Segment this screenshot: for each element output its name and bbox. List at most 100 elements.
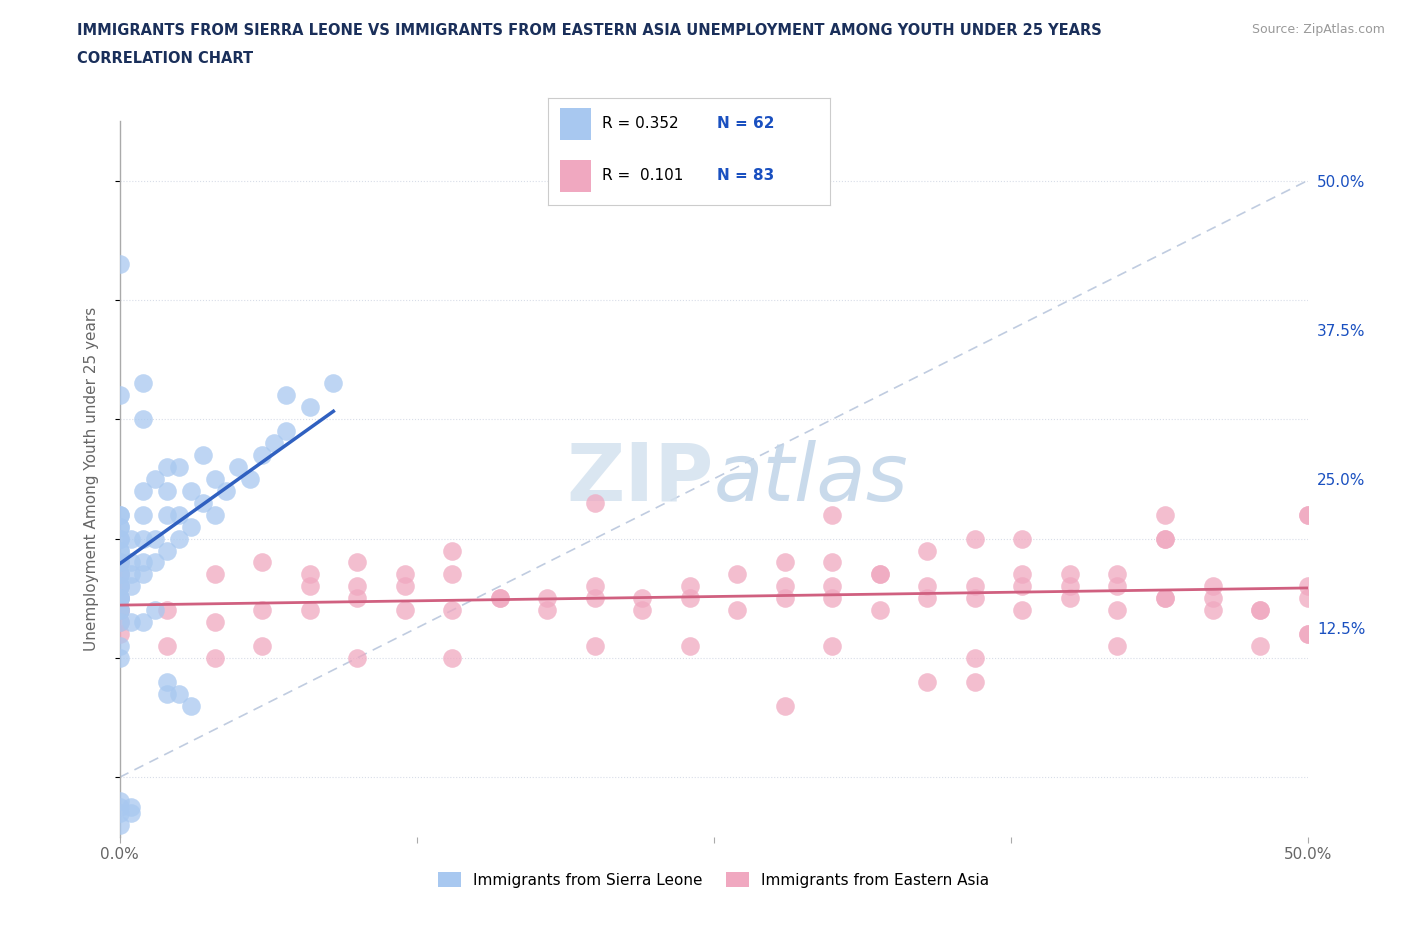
Point xyxy=(204,508,226,523)
Point xyxy=(228,459,250,474)
Point xyxy=(1201,603,1223,618)
Point xyxy=(274,424,297,439)
Point xyxy=(108,578,131,594)
FancyBboxPatch shape xyxy=(560,109,591,140)
Point xyxy=(679,578,702,594)
Point xyxy=(536,591,558,605)
Point xyxy=(108,591,131,605)
Point xyxy=(132,567,155,582)
Point xyxy=(821,578,844,594)
Point xyxy=(1296,627,1319,642)
Point xyxy=(108,591,131,605)
Point xyxy=(120,805,142,820)
Point xyxy=(108,603,131,618)
Point xyxy=(394,578,416,594)
Point xyxy=(1154,591,1177,605)
Point xyxy=(869,567,891,582)
Text: CORRELATION CHART: CORRELATION CHART xyxy=(77,51,253,66)
Point xyxy=(180,484,202,498)
Point xyxy=(821,555,844,570)
Point xyxy=(441,543,464,558)
Y-axis label: Unemployment Among Youth under 25 years: Unemployment Among Youth under 25 years xyxy=(84,307,98,651)
Point xyxy=(143,472,166,486)
Point xyxy=(441,567,464,582)
Point xyxy=(821,508,844,523)
Point xyxy=(583,639,606,654)
Point xyxy=(108,567,131,582)
Point xyxy=(1154,531,1177,546)
Point xyxy=(1059,567,1081,582)
Point xyxy=(108,639,131,654)
Point xyxy=(156,686,179,701)
Point xyxy=(167,508,190,523)
Point xyxy=(180,698,202,713)
Point xyxy=(1107,578,1129,594)
FancyBboxPatch shape xyxy=(560,160,591,192)
Point xyxy=(108,567,131,582)
Point xyxy=(1201,578,1223,594)
Point xyxy=(1296,591,1319,605)
Point xyxy=(132,484,155,498)
Point xyxy=(583,578,606,594)
Point xyxy=(773,555,796,570)
Point xyxy=(156,484,179,498)
Point xyxy=(120,578,142,594)
Point xyxy=(120,531,142,546)
Point xyxy=(108,800,131,815)
Point xyxy=(917,591,939,605)
Point xyxy=(394,603,416,618)
Point xyxy=(132,508,155,523)
Point xyxy=(963,578,986,594)
Point xyxy=(156,508,179,523)
Point xyxy=(108,578,131,594)
Point xyxy=(108,567,131,582)
Point xyxy=(108,508,131,523)
Text: R =  0.101: R = 0.101 xyxy=(602,167,683,182)
Point xyxy=(132,555,155,570)
Point xyxy=(917,674,939,689)
Point xyxy=(120,567,142,582)
Point xyxy=(536,603,558,618)
Point xyxy=(1154,591,1177,605)
Point xyxy=(1249,603,1271,618)
Point xyxy=(1201,591,1223,605)
Point xyxy=(963,591,986,605)
Point xyxy=(298,400,321,415)
Point xyxy=(132,615,155,630)
Point xyxy=(917,543,939,558)
Point xyxy=(869,603,891,618)
Point xyxy=(108,603,131,618)
Point xyxy=(725,567,748,582)
Point xyxy=(108,519,131,534)
Point xyxy=(120,615,142,630)
Point xyxy=(108,817,131,832)
Point xyxy=(773,591,796,605)
Point xyxy=(298,603,321,618)
Point xyxy=(108,615,131,630)
Point xyxy=(346,578,368,594)
Point xyxy=(869,567,891,582)
Point xyxy=(132,376,155,391)
Point xyxy=(1107,567,1129,582)
Point xyxy=(725,603,748,618)
Point xyxy=(108,603,131,618)
Point xyxy=(1011,531,1033,546)
Point xyxy=(346,651,368,666)
Point xyxy=(773,698,796,713)
Point xyxy=(108,543,131,558)
Point xyxy=(108,531,131,546)
Point xyxy=(346,555,368,570)
Point xyxy=(1154,508,1177,523)
Point xyxy=(239,472,262,486)
Point xyxy=(108,591,131,605)
Point xyxy=(143,603,166,618)
Text: R = 0.352: R = 0.352 xyxy=(602,116,678,131)
Text: atlas: atlas xyxy=(714,440,908,518)
Point xyxy=(167,459,190,474)
Point xyxy=(963,674,986,689)
Point xyxy=(156,674,179,689)
Point xyxy=(108,555,131,570)
Point xyxy=(274,388,297,403)
Point xyxy=(821,591,844,605)
Point xyxy=(1296,508,1319,523)
